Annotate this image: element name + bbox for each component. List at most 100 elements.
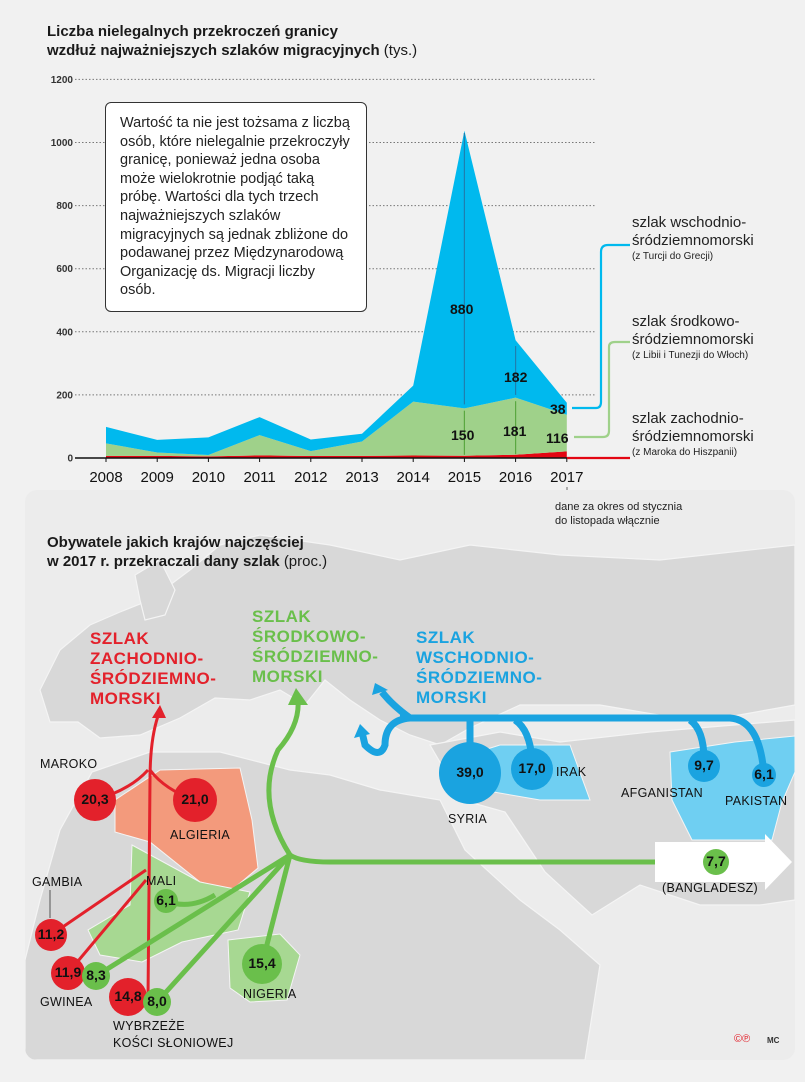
route-title-east: SZLAK WSCHODNIO- ŚRÓDZIEMNO- MORSKI <box>416 628 542 708</box>
legend-central-line1: szlak środkowo- <box>632 313 740 330</box>
x-tick-label: 2008 <box>89 469 122 486</box>
value-gambia: 11,2 <box>37 926 65 942</box>
legend-east-line2: śródziemnomorski <box>632 232 754 249</box>
label-syria: SYRIA <box>448 812 488 826</box>
annotation-box: Wartość ta nie jest tożsama z liczbą osó… <box>105 102 367 312</box>
bubble-irak <box>511 748 553 790</box>
y-tick-label: 600 <box>56 264 73 275</box>
bubble-gambia <box>35 919 67 951</box>
label-gambia: GAMBIA <box>32 875 83 889</box>
value-afganistan: 9,7 <box>694 757 714 773</box>
route-central-l4: MORSKI <box>252 667 323 686</box>
x-tick-label: 2010 <box>192 469 225 486</box>
x-tick-label: 2013 <box>345 469 378 486</box>
legend-east-sub: (z Turcji do Grecji) <box>632 251 714 262</box>
label-2015-east: 880 <box>450 301 474 317</box>
title-line-2: wzdłuż najważniejszych szlaków migracyjn… <box>47 42 380 59</box>
y-tick-label: 400 <box>56 327 73 338</box>
legend-west-line2: śródziemnomorski <box>632 428 754 445</box>
legend-connector-central <box>574 340 630 439</box>
value-wks-central: 8,0 <box>147 993 167 1009</box>
chart-title: Liczba nielegalnych przekroczeń granicy … <box>47 22 417 60</box>
bubble-gwinea-west <box>51 956 85 990</box>
value-irak: 17,0 <box>518 760 546 776</box>
value-pakistan: 6,1 <box>754 766 774 782</box>
legend-east: szlak wschodnio- śródziemnomorski (z Tur… <box>632 214 754 263</box>
route-west-l1: SZLAK <box>90 629 150 648</box>
route-central-l2: ŚRODKOWO- <box>252 627 367 646</box>
value-maroko: 20,3 <box>81 791 109 807</box>
bubbles <box>35 742 776 1016</box>
value-gwinea-west: 11,9 <box>54 964 82 980</box>
label-afganistan: AFGANISTAN <box>621 786 703 800</box>
y-tick-label: 0 <box>67 454 73 465</box>
y-tick-label: 200 <box>56 390 73 401</box>
x-tick-label: 2011 <box>243 469 275 486</box>
bubble-wks-central <box>143 988 171 1016</box>
area-series-2 <box>106 130 567 456</box>
title-unit: (tys.) <box>383 42 418 59</box>
label-2017-east: 38 <box>550 401 566 417</box>
value-wks-west: 14,8 <box>114 988 142 1004</box>
bubble-maroko <box>74 779 116 821</box>
legend-west: szlak zachodnio- śródziemnomorski (z Mar… <box>632 410 754 459</box>
x-tick-label: 2015 <box>448 469 481 486</box>
label-algieria: ALGIERIA <box>170 828 231 842</box>
bubble-pakistan <box>752 763 776 787</box>
label-nigeria: NIGERIA <box>243 987 297 1001</box>
legend-central-line2: śródziemnomorski <box>632 331 754 348</box>
europe-land <box>39 534 795 746</box>
label-maroko: MAROKO <box>40 757 98 771</box>
label-wybrzeze-kosci-sloniowej: WYBRZEŻE KOŚCI SŁONIOWEJ <box>113 1018 234 1052</box>
label-irak: IRAK <box>556 765 587 779</box>
footnote: dane za okres od stycznia do listopada w… <box>555 500 682 528</box>
value-nigeria: 15,4 <box>248 955 276 971</box>
credit: MC <box>767 1036 780 1045</box>
east-arrow-head-2 <box>372 683 388 695</box>
x-tick-label: 2017 <box>550 469 583 486</box>
value-syria: 39,0 <box>456 764 484 780</box>
y-tick-label: 1200 <box>51 75 74 86</box>
value-algieria: 21,0 <box>181 791 209 807</box>
x-tick-label: 2016 <box>499 469 532 486</box>
stacked-area-chart: 0 200 400 600 800 1000 1200 2008 2009 2010 2011 201… <box>51 75 630 490</box>
copyright-icon: ©℗ <box>734 1033 751 1045</box>
x-tick-label: 2014 <box>397 469 430 486</box>
y-tick-label: 800 <box>56 201 73 212</box>
west-arrow-head <box>152 705 166 718</box>
east-arrow-head-1 <box>354 724 370 738</box>
route-central-l3: ŚRÓDZIEMNO- <box>252 647 379 666</box>
footnote-line1: dane za okres od stycznia <box>555 501 683 513</box>
map-title-unit: (proc.) <box>283 553 328 570</box>
bubble-bangladesz <box>703 849 729 875</box>
area-series-1 <box>106 397 567 457</box>
route-east-l2: WSCHODNIO- <box>416 648 535 667</box>
legend-central-sub: (z Libii i Tunezji do Włoch) <box>632 350 749 361</box>
bubble-syria <box>439 742 501 804</box>
value-bangladesz: 7,7 <box>706 853 726 869</box>
legend-connector-east <box>572 243 630 410</box>
bubble-afganistan <box>688 750 720 782</box>
label-bangladesz: (BANGLADESZ) <box>662 881 758 895</box>
label-2016-east: 182 <box>504 369 528 385</box>
route-east-l4: MORSKI <box>416 688 487 707</box>
map-title-line-1: Obywatele jakich krajów najczęściej <box>47 534 304 551</box>
footnote-line2: do listopada włącznie <box>555 515 660 527</box>
label-gwinea: GWINEA <box>40 995 93 1009</box>
value-gwinea-central: 8,3 <box>86 967 106 983</box>
label-2016-central: 181 <box>503 423 527 439</box>
title-line-1: Liczba nielegalnych przekroczeń granicy <box>47 23 338 40</box>
label-wks-line2: KOŚCI SŁONIOWEJ <box>113 1036 234 1050</box>
route-west-l3: ŚRÓDZIEMNO- <box>90 669 217 688</box>
route-central-l1: SZLAK <box>252 607 312 626</box>
route-east-l1: SZLAK <box>416 628 476 647</box>
area-series-0 <box>106 451 567 458</box>
central-arrow-head <box>288 688 308 705</box>
route-title-west: SZLAK ZACHODNIO- ŚRÓDZIEMNO- MORSKI <box>90 629 216 709</box>
x-tick-label: 2009 <box>141 469 174 486</box>
bubble-wks-west <box>109 978 147 1016</box>
legend-central: szlak środkowo- śródziemnomorski (z Libi… <box>632 313 754 362</box>
y-tick-label: 1000 <box>51 138 74 149</box>
value-mali: 6,1 <box>156 892 176 908</box>
